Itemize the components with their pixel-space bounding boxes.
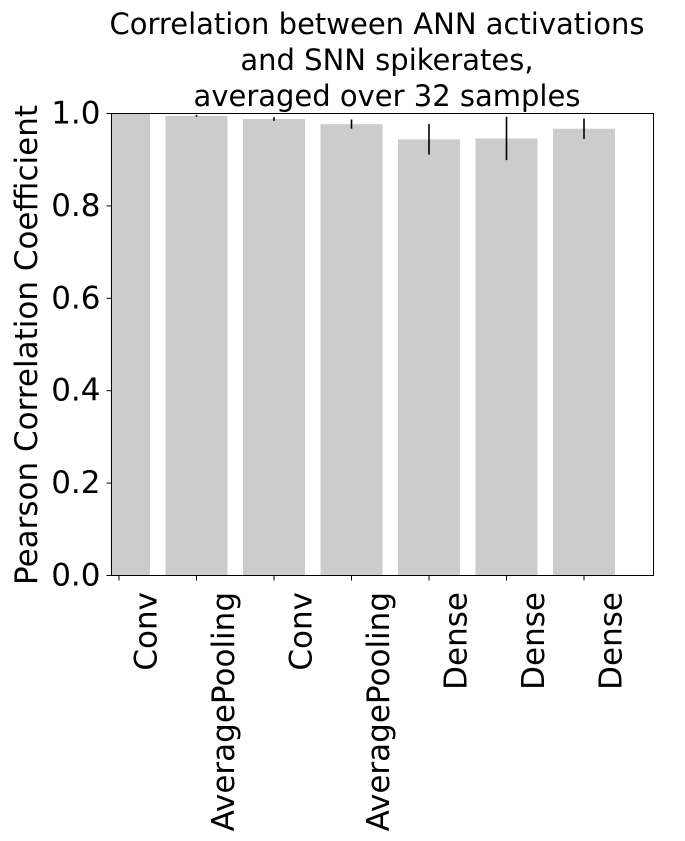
bar-1: [111, 113, 150, 576]
y-axis-label: Pearson Correlation Coefficient: [9, 105, 45, 585]
x-tick-label-6: Dense: [516, 592, 552, 690]
x-tick-label-3: Conv: [284, 592, 320, 671]
plot-frame: [111, 113, 654, 576]
error-bars-group: [118, 113, 585, 161]
y-tick-label-3: 0.4: [51, 373, 100, 409]
y-tick-label-2: 0.2: [51, 465, 100, 501]
x-tick-label-7: Dense: [594, 592, 630, 690]
x-tick-label-4: AveragePooling: [361, 592, 397, 831]
y-tick-label-4: 0.6: [51, 280, 100, 316]
title-line-1: Correlation between ANN activations: [110, 7, 645, 41]
bars-group: [111, 113, 615, 576]
bar-2: [165, 115, 228, 576]
bar-6: [475, 138, 538, 576]
x-axis: Conv AveragePooling Conv AveragePooling Dens…: [118, 575, 630, 831]
title-line-3: averaged over 32 samples: [194, 79, 581, 113]
y-tick-label-6: 1.0: [51, 96, 100, 132]
x-tick-label-2: AveragePooling: [206, 592, 242, 831]
x-tick-label-5: Dense: [439, 592, 475, 690]
bar-4: [320, 124, 383, 576]
bar-3: [243, 119, 305, 576]
bar-5: [398, 139, 460, 576]
title-line-2: and SNN spikerates,: [240, 43, 533, 77]
y-tick-label-5: 0.8: [51, 188, 100, 224]
y-axis: 0.0 0.2 0.4 0.6 0.8 1.0: [51, 96, 112, 594]
chart-title: Correlation between ANN activations and …: [110, 7, 645, 113]
x-tick-label-1: Conv: [129, 592, 165, 671]
bar-7: [553, 128, 615, 576]
y-tick-label-1: 0.0: [51, 558, 100, 594]
